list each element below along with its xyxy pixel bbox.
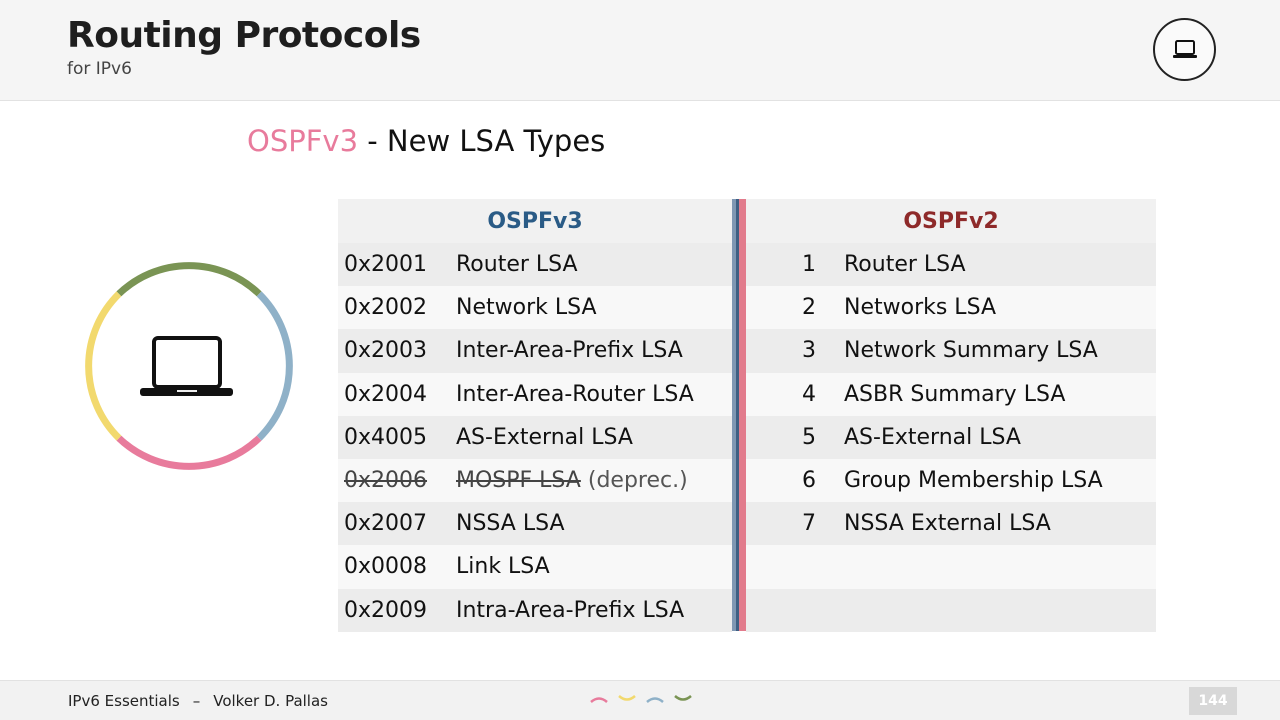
ospfv2-column: OSPFv2 1 Router LSA 2 Networks LSA 3 Networ… [746, 199, 1156, 632]
lsa-code-deprecated: 0x2006 [344, 468, 428, 494]
table-row: 0x2003 Inter-Area-Prefix LSA [338, 329, 732, 373]
table-row: 7 NSSA External LSA [746, 502, 1156, 546]
laptop-button[interactable] [1153, 18, 1216, 81]
page-number: 144 [1189, 687, 1237, 715]
lsa-code: 0x2004 [344, 381, 428, 407]
table-row: 3 Network Summary LSA [746, 329, 1156, 373]
table-row: 0x4005 AS-External LSA [338, 415, 732, 459]
slide-title: OSPFv3 - New LSA Types [247, 124, 605, 158]
table-row: 6 Group Membership LSA [746, 458, 1156, 503]
lsa-code: 0x4005 [344, 424, 428, 450]
divider-blue-stripe [732, 199, 736, 631]
lsa-code: 0x2009 [344, 597, 428, 623]
lsa-name: AS-External LSA [844, 424, 1021, 450]
lsa-name: Inter-Area-Router LSA [456, 381, 694, 407]
table-row: 0x2006 MOSPF LSA (deprec.) [338, 458, 732, 503]
laptop-icon [140, 336, 233, 396]
divider-pink-stripe [739, 199, 746, 631]
footer-arc-yellow [618, 695, 636, 701]
lsa-name: Router LSA [456, 252, 578, 278]
lsa-number: 2 [802, 295, 816, 321]
lsa-number: 1 [802, 252, 816, 278]
lsa-name-cell: MOSPF LSA (deprec.) [456, 468, 732, 493]
ospfv3-column: OSPFv3 0x2001 Router LSA 0x2002 Network LS… [338, 199, 732, 632]
ospfv3-heading: OSPFv3 [338, 199, 732, 243]
footer-arc-blue [646, 697, 664, 703]
footer-credits: IPv6 Essentials – Volker D. Pallas [68, 692, 328, 710]
table-row: 2 Networks LSA [746, 286, 1156, 330]
deprecated-note: (deprec.) [587, 468, 688, 494]
lsa-name: Network Summary LSA [844, 338, 1098, 364]
laptop-icon [1172, 39, 1197, 58]
footer-separator: – [192, 692, 201, 710]
lsa-name: Network LSA [456, 295, 597, 321]
lsa-number: 7 [802, 511, 816, 537]
table-row: 0x2007 NSSA LSA [338, 502, 732, 546]
footer-arc-green [674, 695, 692, 701]
column-divider [732, 199, 746, 631]
lsa-code: 0x0008 [344, 554, 428, 580]
ospfv3-rows: 0x2001 Router LSA 0x2002 Network LSA 0x200… [338, 243, 732, 632]
lsa-number: 6 [802, 468, 816, 494]
decorative-ring [85, 262, 293, 470]
table-row [746, 545, 1156, 589]
lsa-number: 4 [802, 381, 816, 407]
lsa-number: 5 [802, 424, 816, 450]
table-row [746, 588, 1156, 632]
table-row: 0x2004 Inter-Area-Router LSA [338, 372, 732, 416]
lsa-name: AS-External LSA [456, 424, 633, 450]
table-row: 1 Router LSA [746, 243, 1156, 287]
footer-arc-pink [590, 697, 608, 703]
ring-arc-blue [256, 291, 293, 441]
lsa-code: 0x2002 [344, 295, 428, 321]
lsa-name: Inter-Area-Prefix LSA [456, 338, 683, 364]
divider-dark-stripe [736, 199, 739, 631]
header-subtitle: for IPv6 [67, 59, 132, 79]
footer-decoration [590, 695, 692, 703]
table-row: 0x2002 Network LSA [338, 286, 732, 330]
lsa-name: NSSA External LSA [844, 511, 1051, 537]
lsa-name: ASBR Summary LSA [844, 381, 1066, 407]
ring-arc-pink [116, 435, 262, 470]
lsa-name: Networks LSA [844, 295, 996, 321]
ring-arc-green [116, 262, 262, 297]
table-row: 4 ASBR Summary LSA [746, 372, 1156, 416]
slide-title-accent: OSPFv3 [247, 124, 359, 158]
ospfv2-rows: 1 Router LSA 2 Networks LSA 3 Network Summa… [746, 243, 1156, 632]
slide-footer: IPv6 Essentials – Volker D. Pallas 144 [0, 680, 1280, 720]
table-row: 5 AS-External LSA [746, 415, 1156, 459]
header-title: Routing Protocols [67, 15, 421, 56]
slide-header: Routing Protocols for IPv6 [0, 0, 1280, 101]
table-row: 0x2001 Router LSA [338, 243, 732, 287]
lsa-comparison-table: OSPFv3 0x2001 Router LSA 0x2002 Network LS… [338, 199, 1156, 632]
lsa-number: 3 [802, 338, 816, 364]
lsa-name: Router LSA [844, 252, 966, 278]
ring-arc-yellow [85, 291, 122, 441]
lsa-name-deprecated: MOSPF LSA [456, 468, 581, 494]
lsa-code: 0x2003 [344, 338, 428, 364]
ospfv2-heading: OSPFv2 [746, 199, 1156, 243]
lsa-name: Group Membership LSA [844, 468, 1103, 494]
course-name: IPv6 Essentials [68, 692, 180, 710]
lsa-name: Intra-Area-Prefix LSA [456, 597, 685, 623]
table-row: 0x0008 Link LSA [338, 545, 732, 589]
lsa-code: 0x2001 [344, 252, 428, 278]
lsa-name: NSSA LSA [456, 511, 565, 537]
author-name: Volker D. Pallas [213, 692, 328, 710]
lsa-code: 0x2007 [344, 511, 428, 537]
lsa-name: Link LSA [456, 554, 550, 580]
table-row: 0x2009 Intra-Area-Prefix LSA [338, 588, 732, 632]
slide-title-rest: - New LSA Types [358, 124, 606, 158]
